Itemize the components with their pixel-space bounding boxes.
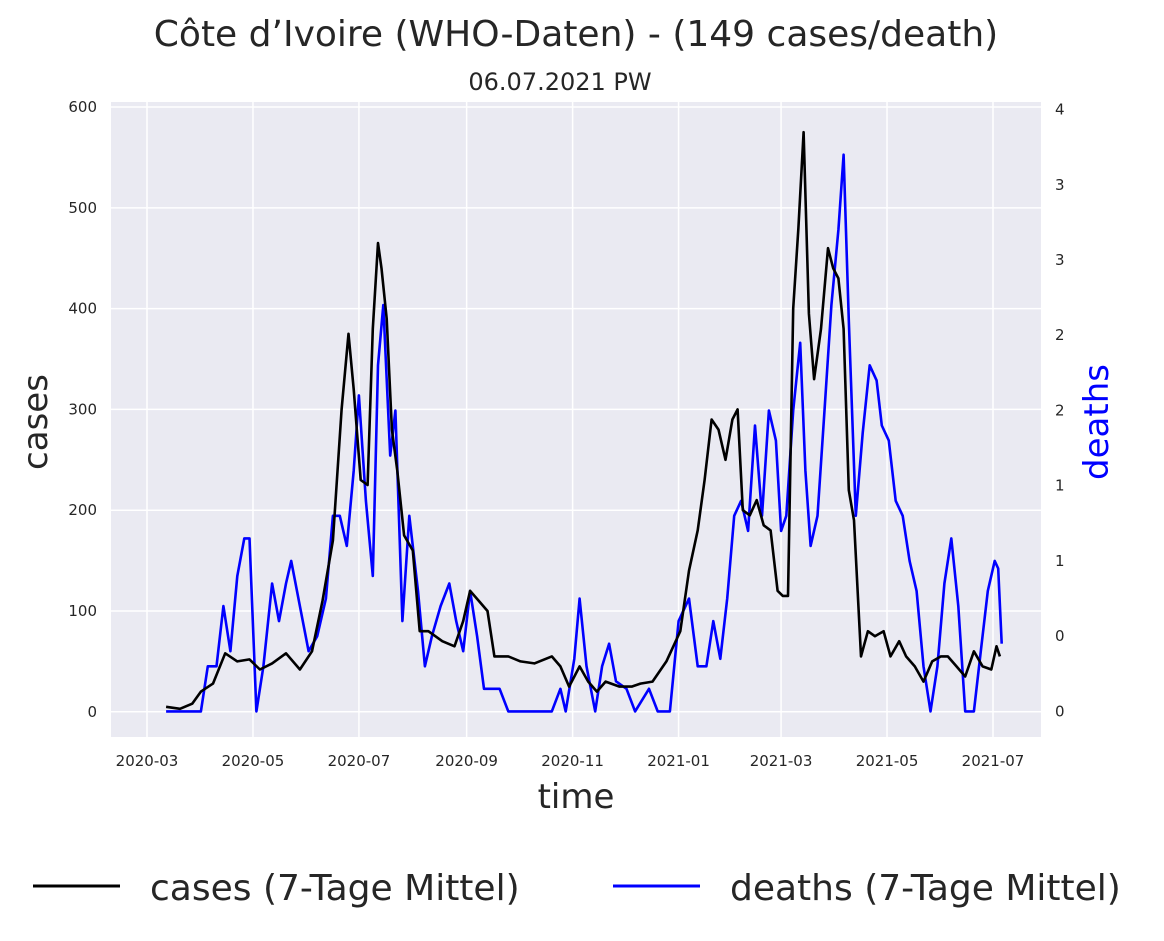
y-tick-label: 100 [68,602,97,620]
x-tick-labels: 2020-03 2020-05 2020-07 2020-09 2020-11 2021-… [116,752,1025,770]
y2-tick-label: 3 [1055,251,1065,269]
x-tick-label: 2021-01 [647,752,710,770]
x-tick-label: 2021-07 [962,752,1025,770]
x-tick-label: 2020-03 [116,752,179,770]
y-tick-label: 400 [68,300,97,318]
y2-tick-label: 0 [1055,627,1065,645]
y-tick-label: 500 [68,199,97,217]
series-layer [165,130,1003,713]
chart-subtitle: 06.07.2021 PW [468,68,651,96]
y-axis-label: cases [16,374,56,470]
y2-tick-label: 2 [1055,401,1065,419]
y2-tick-label: 4 [1055,101,1065,119]
y2-tick-label: 1 [1055,477,1065,495]
y2-axis-label: deaths [1077,364,1117,480]
legend-label-deaths: deaths (7-Tage Mittel) [730,868,1121,909]
x-tick-label: 2020-09 [435,752,498,770]
y-tick-labels: 0 100 200 300 400 500 600 [68,98,97,721]
y-tick-label: 300 [68,400,97,418]
y2-tick-label: 0 [1055,702,1065,720]
x-tick-label: 2021-03 [750,752,813,770]
chart-title: Côte d’Ivoire (WHO-Daten) - (149 cases/d… [154,14,998,55]
x-tick-label: 2020-11 [541,752,604,770]
x-axis-label: time [538,777,615,817]
x-tick-label: 2021-05 [856,752,919,770]
legend: cases (7-Tage Mittel) deaths (7-Tage Mit… [33,868,1121,909]
x-tick-label: 2020-07 [328,752,391,770]
y2-tick-labels: 0 0 1 1 2 2 3 3 4 [1055,101,1065,721]
y2-tick-label: 3 [1055,176,1065,194]
y-tick-label: 200 [68,501,97,519]
series-line-deaths [166,153,1003,713]
legend-label-cases: cases (7-Tage Mittel) [150,868,520,909]
y-tick-label: 600 [68,98,97,116]
series-line-cases [165,130,1002,711]
y2-tick-label: 2 [1055,326,1065,344]
x-tick-label: 2020-05 [222,752,285,770]
y2-tick-label: 1 [1055,552,1065,570]
y-tick-label: 0 [87,703,97,721]
y-gridlines [111,106,1041,713]
